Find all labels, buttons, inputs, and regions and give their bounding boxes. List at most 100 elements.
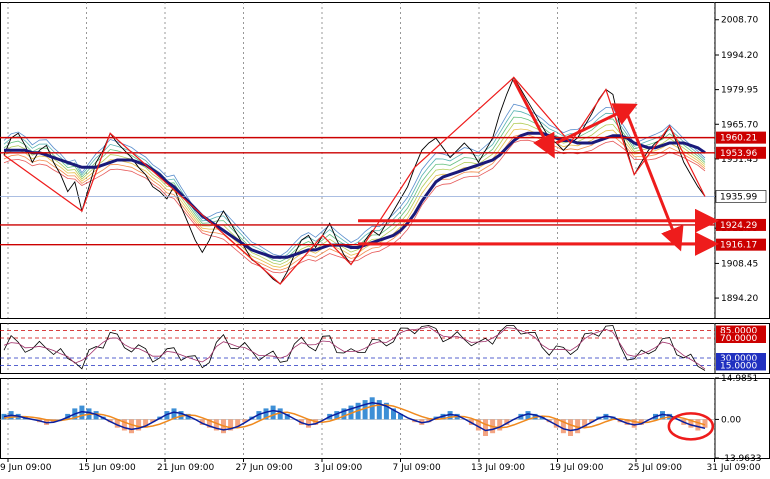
macd-histogram-bar xyxy=(398,413,403,420)
level-tag: 1960.21 xyxy=(716,131,766,144)
macd-histogram-bar xyxy=(589,419,595,423)
macd-highlight-circle xyxy=(667,412,715,441)
macd-histogram-bar xyxy=(553,419,559,428)
macd-histogram-bar xyxy=(199,419,205,425)
level-tag: 1924.29 xyxy=(716,218,766,231)
level-tag-bg xyxy=(716,218,766,231)
macd-histogram-bar xyxy=(688,419,694,428)
ma-ribbon-line xyxy=(3,134,706,271)
macd-main-line xyxy=(3,402,706,432)
macd-histogram-bar xyxy=(334,411,340,420)
osc-level-tag-bg xyxy=(716,333,766,343)
osc-slow-line xyxy=(3,326,706,370)
macd-histogram-bar xyxy=(483,419,488,436)
time-tick-label: 31 Jul 09:00 xyxy=(707,463,761,473)
time-tick-label: 7 Jul 09:00 xyxy=(393,463,442,473)
level-tag-label: 1924.29 xyxy=(720,221,757,231)
time-tick-label: 25 Jul 09:00 xyxy=(628,463,682,473)
macd-histogram-bar xyxy=(369,397,375,420)
time-tick-label: 13 Jul 09:00 xyxy=(471,463,525,473)
price-tick-label: 1965.70 xyxy=(721,120,758,130)
macd-histogram-bar xyxy=(228,419,234,431)
macd-signal-line xyxy=(3,404,706,429)
macd-histogram-bar xyxy=(263,408,269,420)
price-panel: 2008.70 1994.20 1979.95 1965.70 1951.45 1935.… xyxy=(0,2,770,319)
level-tag: 1916.17 xyxy=(716,238,766,251)
level-tag-bg xyxy=(716,146,766,159)
osc-level-tag: 85.0000 xyxy=(716,325,766,337)
osc-level-tag-bg xyxy=(716,325,766,336)
zigzag-line xyxy=(3,76,706,285)
macd-tick-label: -13.9633 xyxy=(721,454,761,464)
macd-histogram-bar xyxy=(660,411,665,420)
macd-histogram-bar xyxy=(270,405,276,420)
ma-ribbon-line xyxy=(3,139,706,274)
macd-histogram-bar xyxy=(383,402,389,420)
macd-histogram-bar xyxy=(582,419,588,428)
macd-histogram-bar xyxy=(497,419,503,431)
price-tick-label: 2008.70 xyxy=(721,16,758,26)
price-tick-label: 1979.95 xyxy=(721,86,758,96)
macd-panel: 14.9851 0.00 -13.9633 xyxy=(0,374,770,464)
macd-histogram-bar xyxy=(362,400,368,420)
macd-histogram-bar xyxy=(114,419,120,428)
osc-level-tag: 30.0000 xyxy=(716,353,766,364)
time-tick-label: 19 Jul 09:00 xyxy=(550,463,604,473)
macd-histogram-bar xyxy=(79,405,85,420)
macd-histogram-bar xyxy=(702,419,708,428)
osc-level-tag-label: 70.0000 xyxy=(720,334,757,344)
macd-histogram-bar xyxy=(376,400,382,420)
macd-histogram-bar xyxy=(178,411,184,420)
time-tick-label: 3 Jul 09:00 xyxy=(314,463,363,473)
macd-histogram-bar xyxy=(136,419,142,431)
osc-level-tag: 15.0000 xyxy=(716,360,766,372)
osc-level-tag-label: 85.0000 xyxy=(720,327,757,337)
ma-ribbon-line xyxy=(3,122,706,265)
macd-histogram-bar xyxy=(171,408,177,420)
osc-level-tag-label: 15.0000 xyxy=(720,362,757,372)
macd-histogram-bar xyxy=(568,419,573,436)
macd-histogram-bar xyxy=(631,419,637,428)
macd-histogram-bar xyxy=(391,408,396,420)
macd-histogram-bar xyxy=(235,419,241,428)
macd-histogram-bar xyxy=(504,419,510,425)
price-tick-label: 1908.45 xyxy=(721,259,758,269)
price-tick-label: 1994.20 xyxy=(721,51,758,61)
time-tick-label: 21 Jun 09:00 xyxy=(157,463,214,473)
macd-histogram-bar xyxy=(206,419,212,428)
time-axis: 9 Jun 09:00 15 Jun 09:00 21 Jun 09:00 27 Ju… xyxy=(0,458,761,473)
level-tag-label: 1960.21 xyxy=(720,134,757,144)
arrow-up xyxy=(555,103,638,145)
macd-histogram-bar xyxy=(447,411,453,420)
macd-histogram-bar xyxy=(475,419,481,431)
price-tick-label: 1894.20 xyxy=(721,294,758,304)
level-tag-bg xyxy=(716,131,766,144)
time-tick-label: 27 Jun 09:00 xyxy=(236,463,293,473)
current-price-tag-bg xyxy=(715,190,767,203)
level-tag: 1953.96 xyxy=(716,146,766,159)
macd-histogram-bar xyxy=(284,413,290,420)
macd-histogram-bar xyxy=(121,419,127,431)
osc-level-tag-label: 30.0000 xyxy=(720,354,757,364)
macd-histogram-bar xyxy=(143,419,149,428)
level-tag-bg xyxy=(716,238,766,251)
macd-histogram-bar xyxy=(93,411,99,420)
macd-histogram-bar xyxy=(624,419,630,425)
arrow-down-2 xyxy=(625,113,684,252)
time-tick-label: 15 Jun 09:00 xyxy=(79,463,136,473)
macd-histogram-bar xyxy=(129,419,134,434)
macd-tick-label: 14.9851 xyxy=(721,374,758,384)
macd-tick-label: 0.00 xyxy=(721,415,741,425)
macd-histogram-bar xyxy=(695,419,701,431)
macd-histogram-bar xyxy=(213,419,219,431)
moving-average-line xyxy=(4,131,706,259)
macd-histogram-bar xyxy=(277,408,283,420)
osc-level-tag-bg xyxy=(716,360,766,371)
osc-level-tag-bg xyxy=(716,353,766,363)
macd-histogram-bar xyxy=(150,419,156,423)
level-tag-label: 1953.96 xyxy=(720,149,757,159)
macd-histogram-bar xyxy=(560,419,566,434)
